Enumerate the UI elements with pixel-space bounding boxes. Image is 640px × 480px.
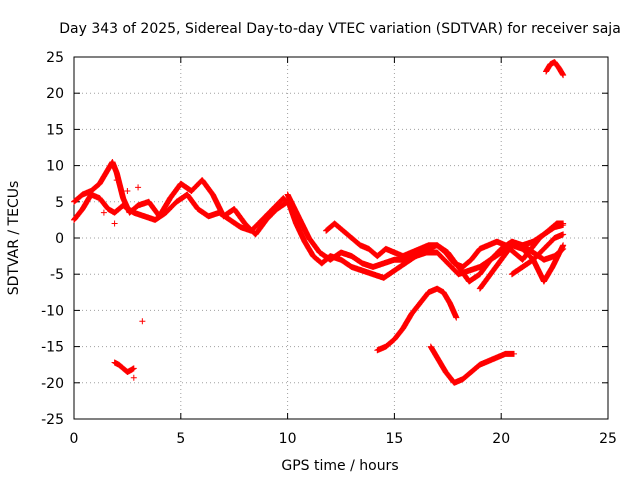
x-tick-label: 25: [599, 431, 617, 447]
y-tick-label: 15: [46, 122, 64, 138]
x-tick-label: 0: [70, 431, 79, 447]
data-point-markers: [111, 359, 137, 375]
series-track-8: [427, 343, 518, 386]
y-tick-label: -5: [50, 267, 64, 283]
series-track-7: [374, 285, 460, 354]
series-track-10: [543, 59, 567, 79]
y-axis-label: SDTVAR / TECUs: [6, 181, 22, 296]
x-tick-label: 15: [385, 431, 403, 447]
series-track-4: [323, 220, 567, 270]
series-track-6: [508, 242, 567, 285]
y-tick-label: -20: [41, 376, 64, 392]
x-tick-label: 5: [176, 431, 185, 447]
data-point-markers: [374, 285, 460, 354]
x-tick-label: 20: [492, 431, 510, 447]
data-point-markers: [543, 59, 567, 79]
y-tick-label: 25: [46, 50, 64, 66]
data-point-markers: [100, 177, 146, 381]
x-axis-label: GPS time / hours: [281, 458, 398, 474]
x-tick-label: 10: [279, 431, 297, 447]
data-point-markers: [323, 220, 567, 270]
y-tick-label: -15: [41, 340, 64, 356]
y-tick-label: -25: [41, 412, 64, 428]
y-tick-label: 20: [46, 86, 64, 102]
y-tick-label: 5: [55, 195, 64, 211]
data-point-markers: [508, 242, 567, 285]
axis-ticks: 0 5 10 15 20 25 25 20 15 10 5 0 -5 -10 -15 -20 -25: [41, 50, 617, 447]
grid-lines: [74, 57, 608, 419]
series-outliers: [100, 177, 146, 381]
y-tick-label: -10: [41, 303, 64, 319]
chart-title: Day 343 of 2025, Sidereal Day-to-day VTE…: [59, 21, 621, 37]
y-tick-label: 10: [46, 159, 64, 175]
data-marks: [71, 59, 567, 386]
data-point-markers: [427, 343, 518, 386]
y-tick-label: 0: [55, 231, 64, 247]
series-track-9: [111, 359, 137, 375]
